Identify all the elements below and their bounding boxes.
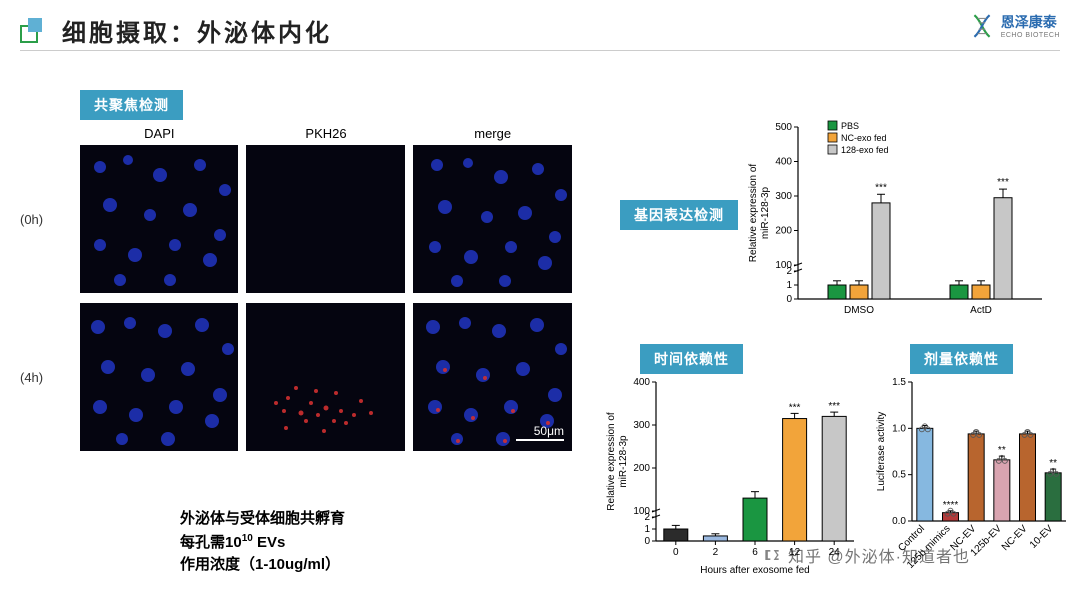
svg-text:ActD: ActD [970,305,992,316]
caption-line2: 每孔需1010 EVs [180,531,345,555]
svg-text:0.5: 0.5 [892,470,906,481]
slide-title: 细胞摄取：外泌体内化 [62,13,332,48]
time-tag: 时间依赖性 [640,344,743,374]
svg-text:Relative expression of: Relative expression of [748,164,759,263]
svg-text:12: 12 [789,547,801,558]
scalebar: 50μm [516,424,564,441]
confocal-tag: 共聚焦检测 [80,90,183,120]
company-name-cn: 恩泽康泰 [1001,12,1060,32]
confocal-panel: 共聚焦检测 DAPI PKH26 merge (0h) (4h) 50μm [20,90,580,461]
col-dapi: DAPI [80,126,239,141]
svg-text:400: 400 [775,157,792,168]
img-0h-dapi [80,145,239,293]
row-0h: (0h) [20,145,580,293]
col-merge: merge [413,126,572,141]
svg-text:0: 0 [673,547,679,558]
svg-text:Luciferase activity: Luciferase activity [876,412,887,491]
svg-text:****: **** [943,500,959,511]
svg-text:300: 300 [775,191,792,202]
svg-text:400: 400 [633,377,650,388]
img-4h-merge: 50μm [413,303,572,451]
logo-text: 恩泽康泰 ECHO BIOTECH [1001,12,1060,39]
svg-text:**: ** [1049,458,1057,469]
svg-text:100: 100 [633,506,650,517]
svg-text:0: 0 [786,294,792,305]
gene-expression-chart: 012100200300400500***DMSO***ActDRelative… [740,115,1050,325]
svg-text:500: 500 [775,122,792,133]
slide-header: 细胞摄取：外泌体内化 [20,10,1060,50]
svg-text:300: 300 [633,420,650,431]
svg-text:***: *** [997,177,1009,188]
svg-text:10-EV: 10-EV [1028,523,1056,551]
confocal-caption: 外泌体与受体细胞共孵育 每孔需1010 EVs 作用浓度（1-10ug/ml） [180,508,345,577]
svg-text:DMSO: DMSO [844,305,874,316]
svg-text:1: 1 [644,524,650,535]
header-divider [20,50,1060,51]
svg-text:miR-128-3p: miR-128-3p [760,186,771,239]
row-label-4h: (4h) [20,370,80,385]
img-4h-pkh26 [246,303,405,451]
svg-text:Relative expression of: Relative expression of [606,412,617,511]
col-pkh26: PKH26 [247,126,406,141]
svg-text:PBS: PBS [841,121,859,131]
svg-text:24: 24 [829,547,841,558]
column-labels: DAPI PKH26 merge [80,126,580,141]
dose-tag: 剂量依赖性 [910,344,1013,374]
svg-text:1.5: 1.5 [892,377,906,388]
svg-text:200: 200 [633,463,650,474]
svg-text:NC-EV: NC-EV [1000,523,1030,553]
svg-text:NC-exo fed: NC-exo fed [841,133,887,143]
svg-text:0.0: 0.0 [892,516,906,527]
img-4h-dapi [80,303,239,451]
caption-line1: 外泌体与受体细胞共孵育 [180,508,345,531]
svg-text:1.0: 1.0 [892,423,906,434]
caption-line3: 作用浓度（1-10ug/ml） [180,554,345,577]
img-0h-merge [413,145,572,293]
dose-dependence-chart: 0.00.51.01.5Control****125b mimicsNC-EV*… [870,372,1070,577]
svg-text:**: ** [998,445,1006,456]
time-dependence-chart: 012100200300400026***12***24Hours after … [600,372,860,577]
svg-text:Hours after exosome fed: Hours after exosome fed [700,565,810,576]
svg-text:1: 1 [786,280,792,291]
img-0h-pkh26 [246,145,405,293]
svg-text:128-exo fed: 128-exo fed [841,145,889,155]
svg-text:2: 2 [713,547,719,558]
company-logo: 恩泽康泰 ECHO BIOTECH [969,12,1060,39]
svg-text:200: 200 [775,226,792,237]
svg-text:***: *** [828,401,840,412]
svg-text:0: 0 [644,536,650,547]
svg-text:***: *** [789,402,801,413]
company-name-en: ECHO BIOTECH [1001,32,1060,39]
row-label-0h: (0h) [20,212,80,227]
row-4h: (4h) 50μm [20,303,580,451]
svg-text:100: 100 [775,260,792,271]
gene-tag: 基因表达检测 [620,200,738,230]
svg-text:miR-128-3p: miR-128-3p [618,435,629,488]
bullet-icon [20,18,44,42]
svg-text:***: *** [875,182,887,193]
dna-icon [969,13,995,39]
svg-text:6: 6 [752,547,758,558]
